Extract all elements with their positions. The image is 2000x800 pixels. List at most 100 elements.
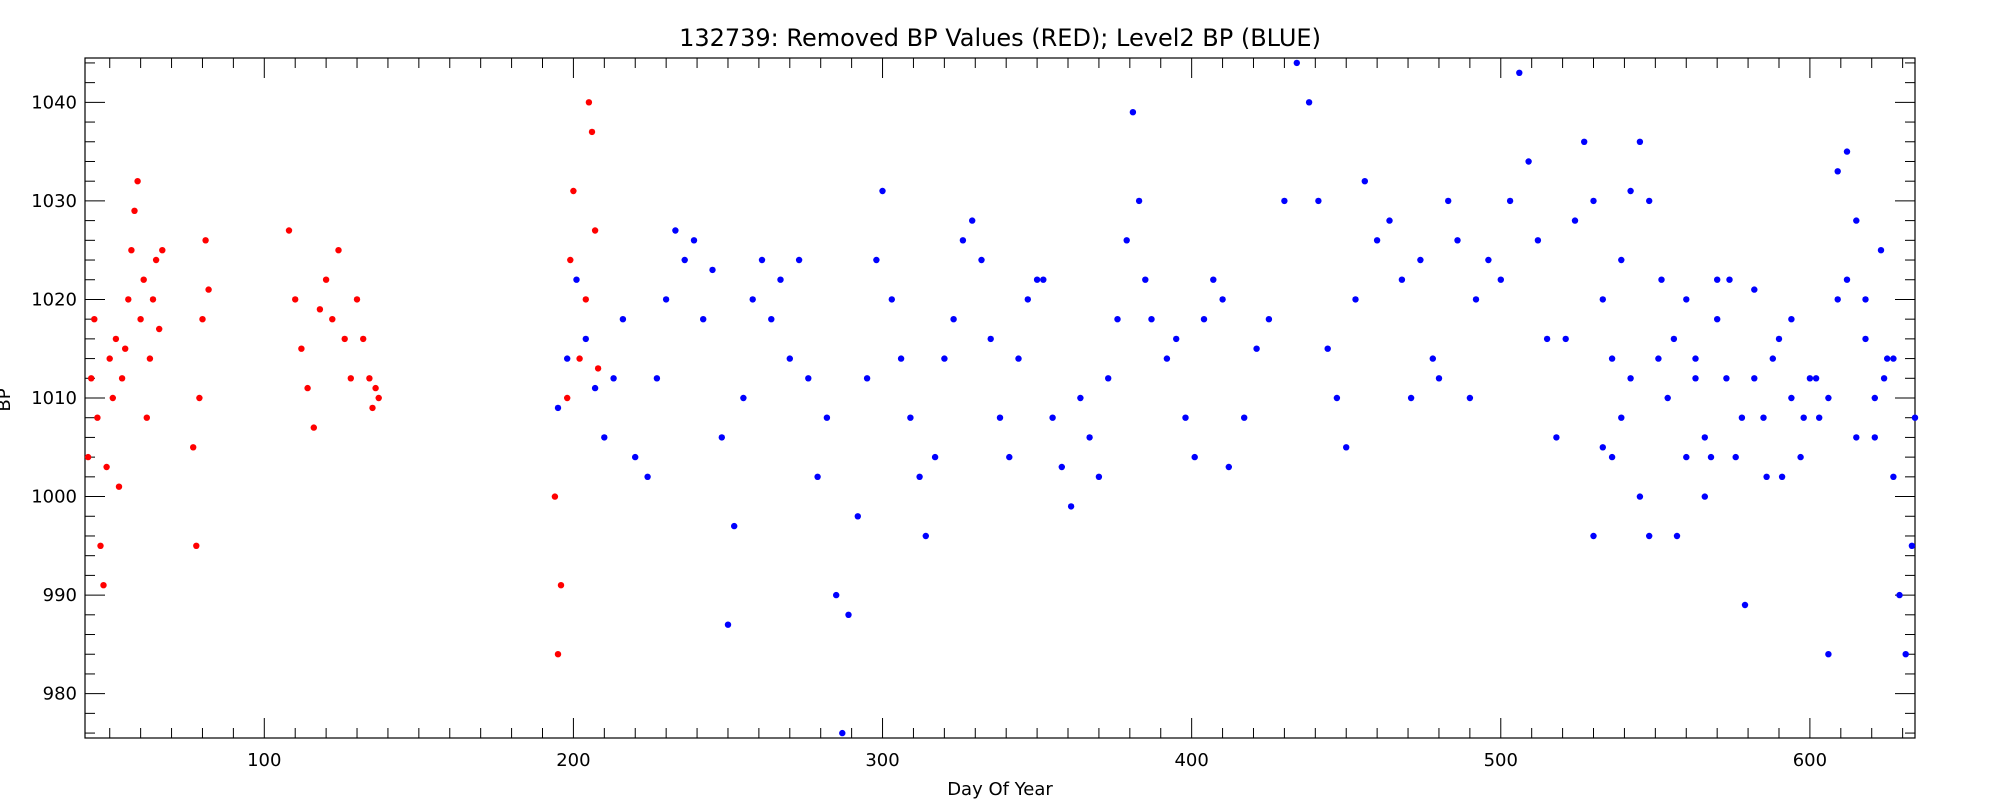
- y-tick-label: 1040: [31, 92, 77, 113]
- level2-bp-point: [1553, 434, 1560, 441]
- level2-bp-point: [1454, 237, 1461, 244]
- level2-bp-point: [888, 296, 895, 303]
- removed-bp-point: [582, 296, 589, 303]
- level2-bp-point: [1506, 197, 1514, 205]
- axis-ticks: [85, 58, 1915, 738]
- level2-bp-point: [1006, 453, 1013, 461]
- level2-bp-point: [795, 256, 803, 264]
- removed-bp-point: [84, 453, 92, 461]
- removed-bp-point: [292, 296, 299, 303]
- removed-bp-point: [131, 207, 138, 214]
- level2-bp-point: [610, 375, 617, 382]
- removed-bp-point: [576, 355, 583, 362]
- level2-bp-point: [1701, 434, 1709, 441]
- level2-bp-point: [1853, 217, 1860, 224]
- level2-bp-point: [768, 316, 775, 323]
- level2-bp-point: [931, 453, 939, 461]
- removed-bp-point: [554, 651, 562, 658]
- level2-bp-point: [1077, 394, 1084, 402]
- plot-frame: [84, 57, 1916, 739]
- level2-bp-point: [1105, 375, 1112, 382]
- level2-bp-point: [1908, 542, 1916, 549]
- level2-bp-point: [1210, 276, 1217, 283]
- level2-bp-point: [1877, 247, 1885, 254]
- level2-bp-point: [1816, 414, 1823, 421]
- tick-labels: 100 200 300 400 500 600 980 990 1000 1010 1020 1030…: [31, 92, 1827, 771]
- removed-bp-point: [304, 384, 311, 392]
- level2-bp-point: [632, 453, 639, 461]
- level2-bp-point: [1834, 168, 1841, 175]
- removed-bp-point: [91, 316, 98, 323]
- level2-bp-point: [845, 611, 852, 618]
- level2-bp-point: [1123, 237, 1130, 244]
- level2-bp-point: [863, 375, 871, 382]
- level2-bp-point: [814, 473, 821, 480]
- level2-bp-point: [969, 217, 976, 224]
- level2-bp-point: [758, 256, 766, 264]
- y-tick-label: 1010: [31, 388, 77, 409]
- level2-bp-point: [1293, 59, 1301, 67]
- level2-bp-point: [1352, 296, 1359, 303]
- level2-bp-point: [1305, 99, 1313, 106]
- level2-bp-point: [1534, 237, 1542, 244]
- level2-bp-point: [1333, 394, 1341, 402]
- level2-bp-point: [1324, 345, 1331, 352]
- level2-bp-point: [564, 355, 571, 362]
- removed-bp-point: [353, 296, 361, 303]
- level2-bp-point: [950, 316, 957, 323]
- level2-bp-point: [662, 296, 670, 303]
- level2-bp-point: [1049, 414, 1056, 421]
- level2-bp-point: [1890, 473, 1897, 480]
- level2-bp-point: [1033, 276, 1041, 283]
- level2-bp-point: [1871, 434, 1879, 441]
- level2-bp-point: [1636, 493, 1644, 500]
- level2-bp-point: [1497, 276, 1505, 283]
- x-axis-label: Day Of Year: [947, 779, 1053, 800]
- level2-bp-point: [1812, 375, 1820, 382]
- level2-bp-point: [1562, 335, 1569, 343]
- removed-bp-point: [199, 316, 206, 323]
- removed-bp-point: [125, 296, 132, 303]
- level2-bp-point: [1599, 444, 1607, 451]
- level2-bp-point: [1670, 335, 1678, 343]
- level2-bp-point: [573, 276, 580, 283]
- level2-bp-point: [1636, 138, 1644, 145]
- level2-bp-point: [1902, 651, 1909, 658]
- removed-bp-point: [205, 286, 212, 293]
- level2-bp-point: [1135, 197, 1143, 205]
- removed-bp-point: [140, 276, 147, 283]
- level2-bp-point: [1241, 414, 1248, 421]
- level2-bp-point: [1788, 316, 1795, 323]
- y-axis-label: BP: [0, 388, 15, 411]
- level2-bp-point: [1417, 256, 1424, 264]
- removed-bp-point: [591, 227, 599, 234]
- x-tick-label: 400: [1174, 750, 1208, 771]
- level2-bp-point: [1472, 296, 1480, 303]
- level2-bp-point: [1683, 296, 1690, 303]
- level2-bp-point: [1142, 276, 1149, 283]
- removed-bp-point: [557, 582, 565, 589]
- level2-bp-point: [601, 434, 608, 441]
- level2-bp-point: [1129, 109, 1137, 116]
- level2-bp-point: [1608, 355, 1616, 362]
- removed-bp-point: [285, 227, 293, 234]
- level2-bp-point: [1763, 473, 1770, 480]
- level2-bp-point: [987, 335, 994, 343]
- removed-bp-point: [122, 345, 129, 352]
- level2-bp-point: [1862, 296, 1869, 303]
- level2-bp-point: [1361, 178, 1369, 185]
- level2-bp-point: [1788, 394, 1795, 402]
- removed-bp-point: [316, 306, 324, 313]
- removed-bp-point: [100, 582, 107, 589]
- level2-bp-point: [823, 414, 831, 421]
- removed-bp-point: [202, 237, 209, 244]
- level2-bp-point: [1627, 187, 1634, 195]
- level2-bp-point: [922, 532, 929, 540]
- level2-bp-point: [1571, 217, 1579, 224]
- level2-bp-point: [1398, 276, 1406, 283]
- level2-bp-point: [1701, 493, 1709, 500]
- level2-bp-point: [777, 276, 784, 283]
- removed-bp-point: [106, 355, 113, 362]
- removed-bp-point: [360, 335, 367, 343]
